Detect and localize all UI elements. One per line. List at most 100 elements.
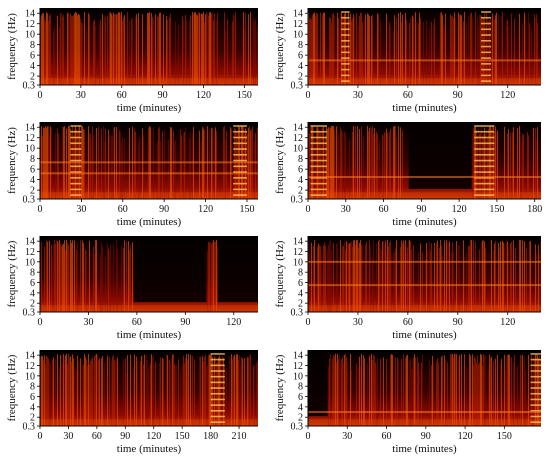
harmonic-line — [341, 74, 350, 77]
spectral-streak — [383, 357, 384, 426]
spectral-streak — [397, 31, 398, 85]
spectral-streak — [233, 14, 234, 85]
harmonic-line — [474, 165, 495, 168]
y-axis-label: frequency (Hz) — [6, 354, 18, 421]
spectral-streak — [361, 353, 362, 426]
spectral-streak — [336, 126, 337, 199]
spectral-streak — [216, 239, 217, 312]
spectral-streak — [69, 356, 70, 426]
frequency-line — [40, 161, 258, 164]
spectral-streak — [375, 362, 376, 426]
spectral-streak — [341, 359, 342, 426]
spectral-streak — [96, 240, 97, 312]
spectral-streak — [201, 13, 202, 85]
spectral-streak — [316, 127, 317, 199]
spectral-streak — [506, 357, 507, 426]
spectral-streak — [44, 246, 45, 312]
spectral-streak — [436, 360, 437, 426]
spectral-streak — [361, 126, 362, 199]
spectral-streak — [484, 12, 485, 85]
spectral-streak — [162, 131, 163, 199]
x-tick-label: 120 — [198, 204, 213, 215]
spectral-streak — [141, 356, 142, 426]
spectral-streak — [160, 357, 161, 426]
spectral-streak — [413, 357, 414, 426]
y-tick-label: 10 — [25, 257, 35, 268]
spectral-streak — [478, 128, 479, 199]
spectral-streak — [395, 248, 396, 312]
spectral-streak — [367, 362, 368, 426]
spectral-streak — [184, 132, 185, 199]
spectral-streak — [534, 13, 535, 85]
spectral-streak — [364, 358, 365, 426]
spectral-streak — [459, 15, 460, 85]
spectral-streak — [498, 242, 499, 312]
harmonic-line — [341, 68, 350, 71]
spectral-streak — [121, 245, 122, 312]
spectral-streak — [405, 240, 406, 312]
spectral-streak — [481, 125, 482, 199]
y-tick-label: 2 — [298, 72, 303, 83]
spectral-streak — [330, 127, 331, 199]
y-tick-label: 2 — [30, 186, 35, 197]
spectral-streak — [466, 253, 467, 312]
spectral-streak — [55, 358, 56, 426]
spectral-streak — [466, 366, 467, 426]
spectral-streak — [394, 252, 395, 312]
harmonic-line — [341, 80, 350, 82]
harmonic-line — [530, 358, 541, 361]
harmonic-line — [474, 125, 495, 127]
harmonic-line — [481, 40, 492, 42]
spectral-streak — [497, 130, 498, 199]
spectral-streak — [167, 355, 168, 426]
y-axis-label: frequency (Hz) — [6, 240, 18, 307]
spectral-streak — [524, 12, 525, 85]
harmonic-line — [474, 130, 495, 133]
spectral-streak — [70, 128, 71, 199]
spectral-streak — [200, 356, 201, 426]
spectral-streak — [147, 360, 148, 426]
spectral-streak — [522, 354, 523, 426]
spectral-streak — [213, 363, 214, 426]
spectral-streak — [66, 353, 67, 426]
spectral-streak — [482, 17, 483, 85]
spectral-streak — [242, 358, 243, 426]
spectral-streak — [137, 361, 138, 426]
spectral-streak — [192, 355, 193, 426]
spectral-streak — [507, 241, 508, 312]
spectral-streak — [394, 125, 395, 199]
harmonic-line — [481, 34, 492, 36]
spectral-streak — [198, 12, 199, 85]
y-tick-label: 4 — [298, 402, 303, 413]
spectral-streak — [144, 354, 145, 426]
spectral-streak — [44, 355, 45, 426]
spectral-streak — [49, 136, 50, 199]
y-tick-label: 12 — [293, 19, 303, 30]
spectral-streak — [214, 241, 215, 312]
spectrogram-image — [308, 236, 541, 312]
x-tick-label: 150 — [489, 204, 504, 215]
spectral-streak — [157, 15, 158, 85]
spectral-streak — [371, 128, 372, 199]
spectral-streak — [73, 136, 74, 199]
spectral-streak — [480, 15, 481, 85]
y-tick-label: 6 — [30, 392, 35, 403]
spectral-streak — [93, 135, 94, 199]
spectral-streak — [203, 128, 204, 199]
spectral-streak — [500, 241, 501, 312]
spectral-streak — [333, 354, 334, 426]
spectral-streak — [352, 131, 353, 199]
spectral-streak — [437, 357, 438, 426]
spectral-streak — [152, 16, 153, 85]
spectral-streak — [409, 361, 410, 426]
spectral-streak — [225, 30, 226, 85]
spectral-streak — [43, 360, 44, 426]
spectral-streak — [475, 241, 476, 312]
spectral-streak — [389, 131, 390, 199]
spectral-streak — [419, 369, 420, 426]
spectral-streak — [183, 132, 184, 199]
spectral-streak — [91, 359, 92, 426]
spectral-streak — [137, 17, 138, 85]
spectral-streak — [369, 240, 370, 312]
